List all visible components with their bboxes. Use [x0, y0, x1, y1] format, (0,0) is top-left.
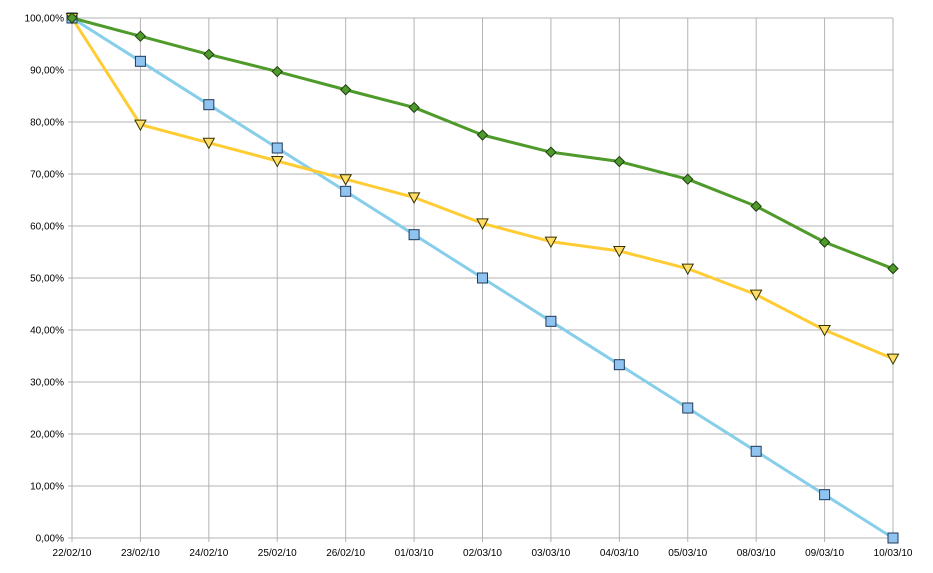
data-point-series-1 — [545, 315, 557, 327]
data-point-series-2 — [134, 119, 147, 132]
y-tick-label: 0,00% — [36, 534, 64, 545]
y-tick-label: 80,00% — [30, 118, 64, 129]
x-tick-label: 05/03/10 — [668, 548, 707, 559]
data-point-series-1 — [613, 359, 625, 371]
data-point-series-1 — [408, 229, 420, 241]
y-tick-label: 30,00% — [30, 378, 64, 389]
data-point-series-3 — [476, 129, 489, 141]
data-point-series-1 — [271, 142, 283, 154]
x-axis-tick-labels: 22/02/10 23/02/10 24/02/10 25/02/10 26/02/10… — [53, 548, 913, 559]
data-point-series-3 — [818, 236, 831, 248]
x-tick-label: 23/02/10 — [121, 548, 160, 559]
x-tick-label: 24/02/10 — [189, 548, 228, 559]
x-tick-label: 01/03/10 — [395, 548, 434, 559]
data-point-series-3 — [613, 155, 626, 168]
y-tick-label: 20,00% — [30, 430, 64, 441]
data-point-series-1 — [203, 99, 215, 111]
data-point-series-1 — [134, 55, 146, 67]
data-point-series-1 — [340, 185, 352, 197]
y-tick-label: 70,00% — [30, 170, 64, 181]
data-point-series-3 — [339, 84, 352, 96]
x-tick-label: 09/03/10 — [805, 548, 844, 559]
data-point-series-2 — [749, 289, 763, 302]
y-tick-label: 50,00% — [30, 274, 64, 285]
data-point-series-2 — [544, 236, 558, 249]
data-point-series-3 — [203, 48, 215, 61]
x-tick-label: 26/02/10 — [326, 548, 365, 559]
data-point-series-3 — [545, 146, 557, 158]
data-point-series-2 — [818, 325, 831, 337]
x-tick-label: 10/03/10 — [874, 548, 913, 559]
data-point-series-2 — [339, 174, 353, 186]
series-markers — [65, 12, 900, 544]
y-tick-label: 40,00% — [30, 326, 64, 337]
x-tick-label: 22/02/10 — [53, 548, 92, 559]
data-point-series-2 — [270, 156, 284, 168]
data-point-series-3 — [682, 173, 694, 185]
data-point-series-3 — [408, 101, 420, 114]
x-tick-label: 03/03/10 — [531, 548, 570, 559]
x-tick-label: 25/02/10 — [258, 548, 297, 559]
data-point-series-2 — [612, 245, 626, 258]
data-point-series-1 — [477, 272, 488, 284]
x-tick-label: 04/03/10 — [600, 548, 639, 559]
y-tick-label: 90,00% — [30, 66, 64, 77]
data-point-series-1 — [682, 402, 694, 414]
data-point-series-2 — [476, 218, 489, 230]
data-point-series-1 — [887, 532, 899, 544]
data-point-series-3 — [887, 262, 899, 275]
y-tick-label: 100,00% — [25, 14, 65, 25]
y-tick-label: 10,00% — [30, 482, 64, 493]
data-point-series-2 — [202, 137, 216, 150]
y-tick-label: 60,00% — [30, 222, 64, 233]
data-point-series-3 — [750, 200, 762, 212]
x-tick-label: 08/03/10 — [737, 548, 776, 559]
x-tick-label: 02/03/10 — [463, 548, 502, 559]
data-point-series-3 — [134, 30, 147, 42]
data-point-series-2 — [407, 192, 421, 204]
data-point-series-3 — [66, 12, 78, 24]
y-axis-tick-labels: 0,00% 10,00% 20,00% 30,00% 40,00% 50,00% 60,00… — [25, 14, 65, 545]
data-point-series-1 — [819, 489, 831, 501]
data-point-series-2 — [886, 353, 900, 366]
data-point-series-3 — [271, 65, 283, 78]
data-point-series-1 — [750, 445, 762, 457]
data-point-series-2 — [681, 263, 695, 276]
